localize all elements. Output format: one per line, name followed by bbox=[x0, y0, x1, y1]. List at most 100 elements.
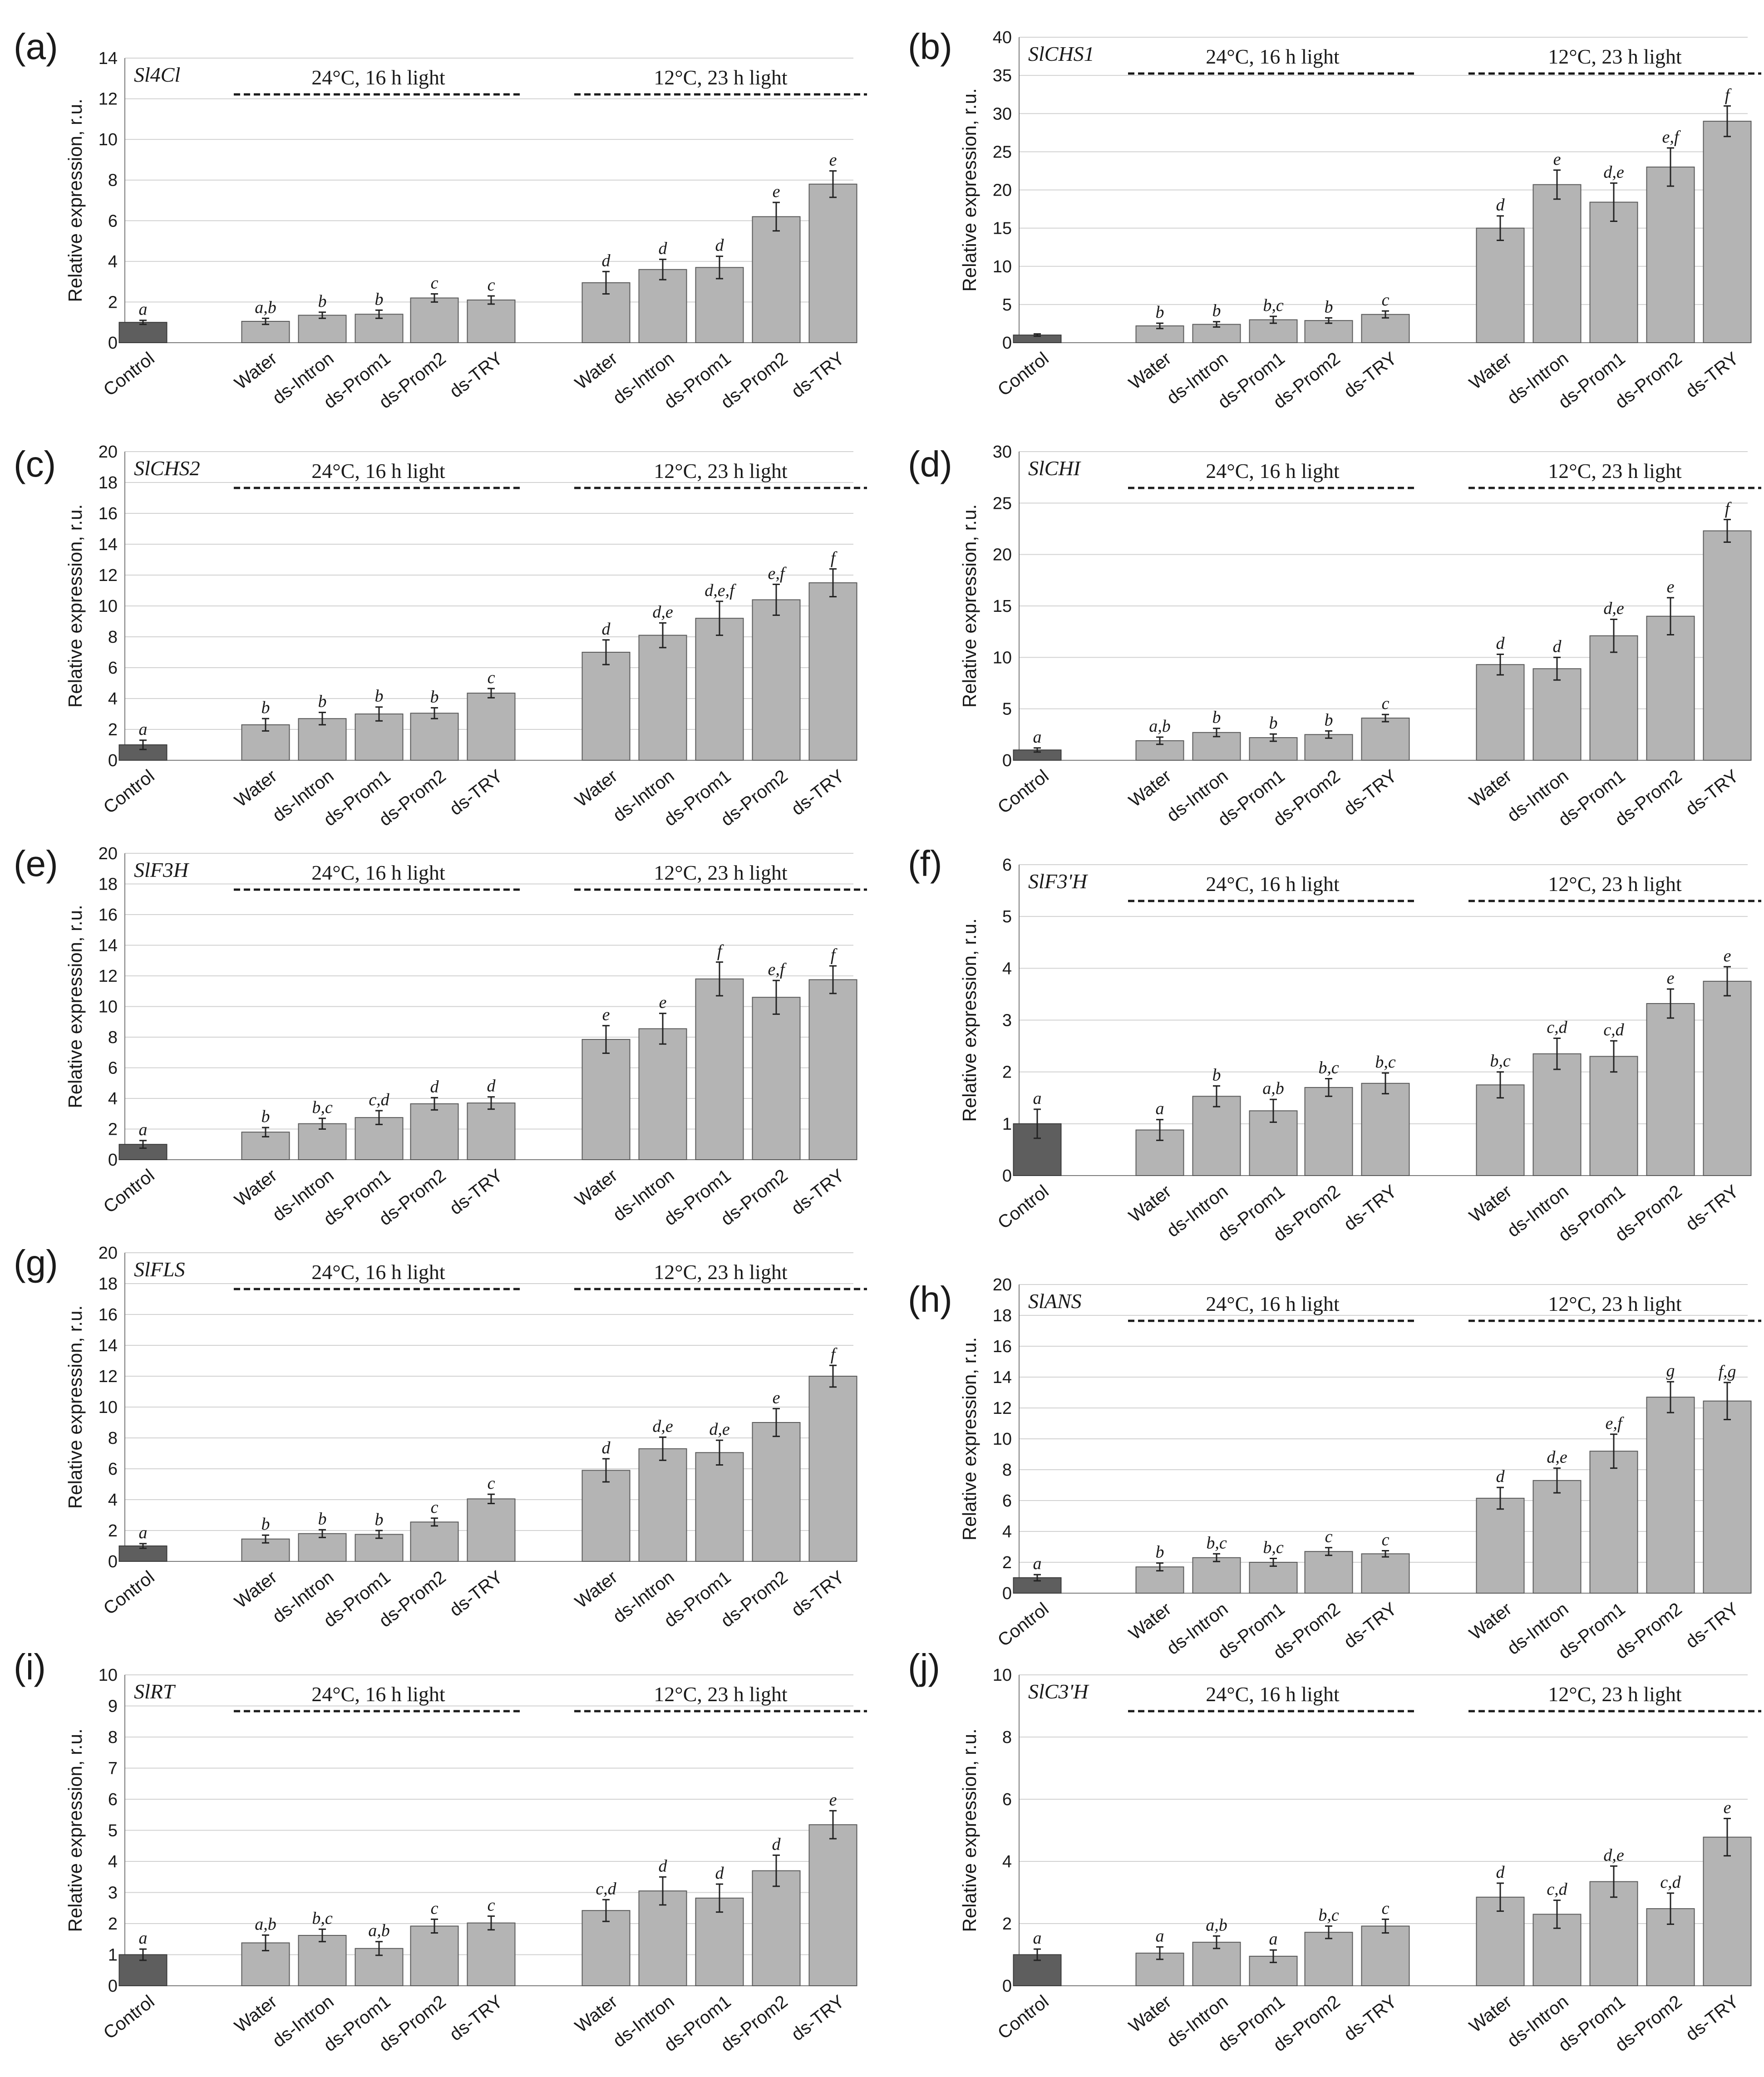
significance-letter: e,f bbox=[1662, 128, 1681, 147]
y-tick-label: 10 bbox=[993, 648, 1012, 667]
y-tick-label: 16 bbox=[99, 1305, 118, 1324]
y-axis-label: Relative expression, r.u. bbox=[959, 88, 980, 291]
significance-letter: d bbox=[430, 1077, 439, 1096]
y-tick-label: 18 bbox=[99, 875, 118, 894]
y-tick-label: 4 bbox=[1002, 1852, 1012, 1871]
bar-ds-try bbox=[467, 693, 516, 761]
x-tick-label: Control bbox=[100, 766, 158, 817]
y-tick-label: 30 bbox=[993, 443, 1012, 462]
bar-ds-prom2 bbox=[752, 216, 801, 343]
significance-letter: d bbox=[659, 239, 668, 258]
x-tick-label: Water bbox=[1125, 1599, 1175, 1644]
y-tick-label: 8 bbox=[108, 1028, 118, 1047]
gene-name: Sl4Cl bbox=[134, 63, 180, 86]
significance-letter: c bbox=[1382, 1899, 1390, 1918]
condition-label-24c: 24°C, 16 h light bbox=[1206, 1683, 1340, 1706]
y-tick-label: 8 bbox=[108, 1429, 118, 1448]
x-tick-label: ds-TRY bbox=[788, 1165, 848, 1219]
bar-ds-try bbox=[1703, 980, 1752, 1176]
significance-letter: d,e bbox=[1603, 599, 1624, 618]
bar-ds-intron bbox=[298, 718, 347, 761]
chart-panel-b: (b) 0 5 10 15 20 25 30 35 40 Relative expression, … bbox=[908, 26, 1761, 413]
bar-ds-try bbox=[467, 1922, 516, 1986]
y-tick-label: 10 bbox=[993, 1430, 1012, 1449]
significance-letter: b bbox=[1156, 303, 1164, 322]
significance-letter: b,c bbox=[1263, 1538, 1284, 1557]
significance-letter: c bbox=[1382, 1531, 1390, 1550]
x-tick-label: Water bbox=[1125, 1991, 1175, 2036]
significance-letter: b bbox=[261, 1107, 270, 1126]
significance-letter: e bbox=[659, 993, 667, 1012]
significance-letter: b bbox=[375, 687, 384, 706]
gene-name: SlCHI bbox=[1028, 457, 1082, 480]
y-axis-label: Relative expression, r.u. bbox=[959, 1337, 980, 1541]
bar-control bbox=[118, 322, 168, 344]
y-tick-label: 6 bbox=[1002, 856, 1012, 875]
bar-ds-prom2 bbox=[1646, 167, 1695, 343]
y-tick-label: 12 bbox=[99, 967, 118, 986]
bar-ds-prom1 bbox=[1589, 202, 1638, 343]
bar-ds-prom2 bbox=[1646, 1397, 1695, 1594]
significance-letter: d,e bbox=[1603, 162, 1624, 182]
y-tick-label: 4 bbox=[108, 689, 118, 709]
significance-letter: c bbox=[1325, 1527, 1333, 1546]
bar-ds-prom2 bbox=[1646, 1003, 1695, 1176]
condition-label-12c: 12°C, 23 h light bbox=[654, 861, 788, 884]
significance-letter: c bbox=[488, 276, 495, 295]
y-tick-label: 5 bbox=[108, 1821, 118, 1841]
x-tick-label: Water bbox=[231, 1567, 281, 1612]
x-tick-label: Control bbox=[100, 1567, 158, 1619]
significance-letter: b bbox=[1212, 708, 1221, 727]
y-axis-label: Relative expression, r.u. bbox=[959, 504, 980, 708]
significance-letter: b bbox=[261, 1515, 270, 1534]
y-tick-label: 5 bbox=[1002, 700, 1012, 719]
bar-ds-intron bbox=[1192, 1557, 1241, 1594]
significance-letter: d,e bbox=[652, 602, 673, 621]
x-tick-label: ds-TRY bbox=[788, 1567, 848, 1620]
significance-letter: c,d bbox=[1603, 1020, 1624, 1039]
significance-letter: f bbox=[1725, 85, 1732, 104]
significance-letter: a,b bbox=[368, 1921, 390, 1940]
bar-ds-intron bbox=[638, 1028, 687, 1160]
significance-letter: g bbox=[1666, 1361, 1675, 1380]
bar-ds-prom1 bbox=[695, 978, 744, 1160]
y-tick-label: 30 bbox=[993, 104, 1012, 123]
significance-letter: b bbox=[430, 687, 439, 706]
significance-letter: e,f bbox=[1606, 1414, 1624, 1433]
y-tick-label: 8 bbox=[1002, 1461, 1012, 1480]
significance-letter: d bbox=[659, 1856, 668, 1875]
bar-ds-try bbox=[467, 299, 516, 344]
significance-letter: f bbox=[831, 1345, 838, 1364]
bar-water bbox=[581, 1910, 631, 1986]
y-tick-label: 4 bbox=[108, 1852, 118, 1871]
y-axis-label: Relative expression, r.u. bbox=[959, 1728, 980, 1932]
y-tick-label: 2 bbox=[1002, 1063, 1012, 1082]
significance-letter: b bbox=[318, 292, 327, 311]
significance-letter: a bbox=[139, 1120, 148, 1139]
significance-letter: d bbox=[1496, 634, 1505, 653]
y-tick-label: 25 bbox=[993, 143, 1012, 162]
bar-water bbox=[1476, 1084, 1525, 1176]
y-axis-label: Relative expression, r.u. bbox=[64, 905, 86, 1108]
y-tick-label: 1 bbox=[1002, 1115, 1012, 1134]
y-tick-label: 20 bbox=[993, 181, 1012, 200]
bar-ds-prom1 bbox=[1589, 635, 1638, 761]
y-tick-label: 5 bbox=[1002, 907, 1012, 926]
y-tick-label: 6 bbox=[1002, 1790, 1012, 1809]
x-tick-label: Water bbox=[572, 766, 621, 811]
significance-letter: b bbox=[261, 698, 270, 717]
x-tick-label: Water bbox=[1125, 1181, 1175, 1226]
bar-ds-prom2 bbox=[410, 713, 459, 761]
y-tick-label: 0 bbox=[108, 1977, 118, 1996]
y-tick-label: 25 bbox=[993, 494, 1012, 513]
significance-letter: b bbox=[1325, 710, 1333, 729]
significance-letter: e bbox=[773, 182, 780, 201]
panel-letter: (g) bbox=[14, 1243, 58, 1283]
significance-letter: d,e bbox=[1547, 1448, 1567, 1467]
significance-letter: d bbox=[715, 1864, 724, 1883]
y-tick-label: 5 bbox=[1002, 295, 1012, 315]
y-tick-label: 0 bbox=[108, 1151, 118, 1170]
y-tick-label: 4 bbox=[108, 1491, 118, 1510]
significance-letter: a,b bbox=[1262, 1079, 1284, 1098]
y-tick-label: 0 bbox=[108, 751, 118, 770]
